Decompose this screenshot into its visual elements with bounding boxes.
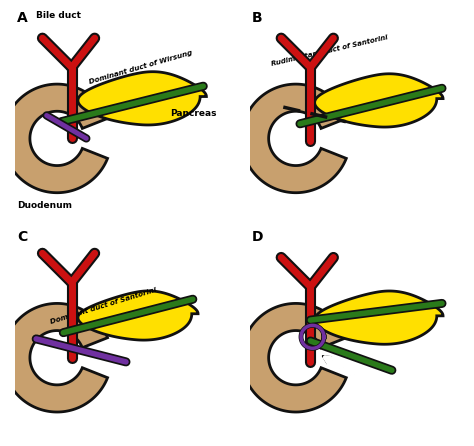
Polygon shape: [3, 303, 108, 412]
Text: Bile duct: Bile duct: [36, 11, 81, 20]
Text: Duodenum: Duodenum: [18, 201, 73, 210]
Polygon shape: [3, 84, 108, 193]
Text: C: C: [18, 230, 27, 244]
Polygon shape: [242, 84, 346, 193]
Text: Pancreas: Pancreas: [170, 109, 216, 118]
Text: Dominant duct of Santorini: Dominant duct of Santorini: [49, 286, 157, 325]
Polygon shape: [315, 291, 443, 344]
Polygon shape: [78, 291, 198, 340]
Polygon shape: [242, 303, 346, 412]
Text: B: B: [252, 11, 263, 25]
Polygon shape: [78, 72, 206, 125]
Text: A: A: [18, 11, 28, 25]
Text: Rudimentary duct of Santorini: Rudimentary duct of Santorini: [270, 34, 388, 67]
Polygon shape: [315, 74, 443, 127]
Text: Dominant duct of Wirsung: Dominant duct of Wirsung: [88, 50, 193, 85]
Text: D: D: [252, 230, 264, 244]
